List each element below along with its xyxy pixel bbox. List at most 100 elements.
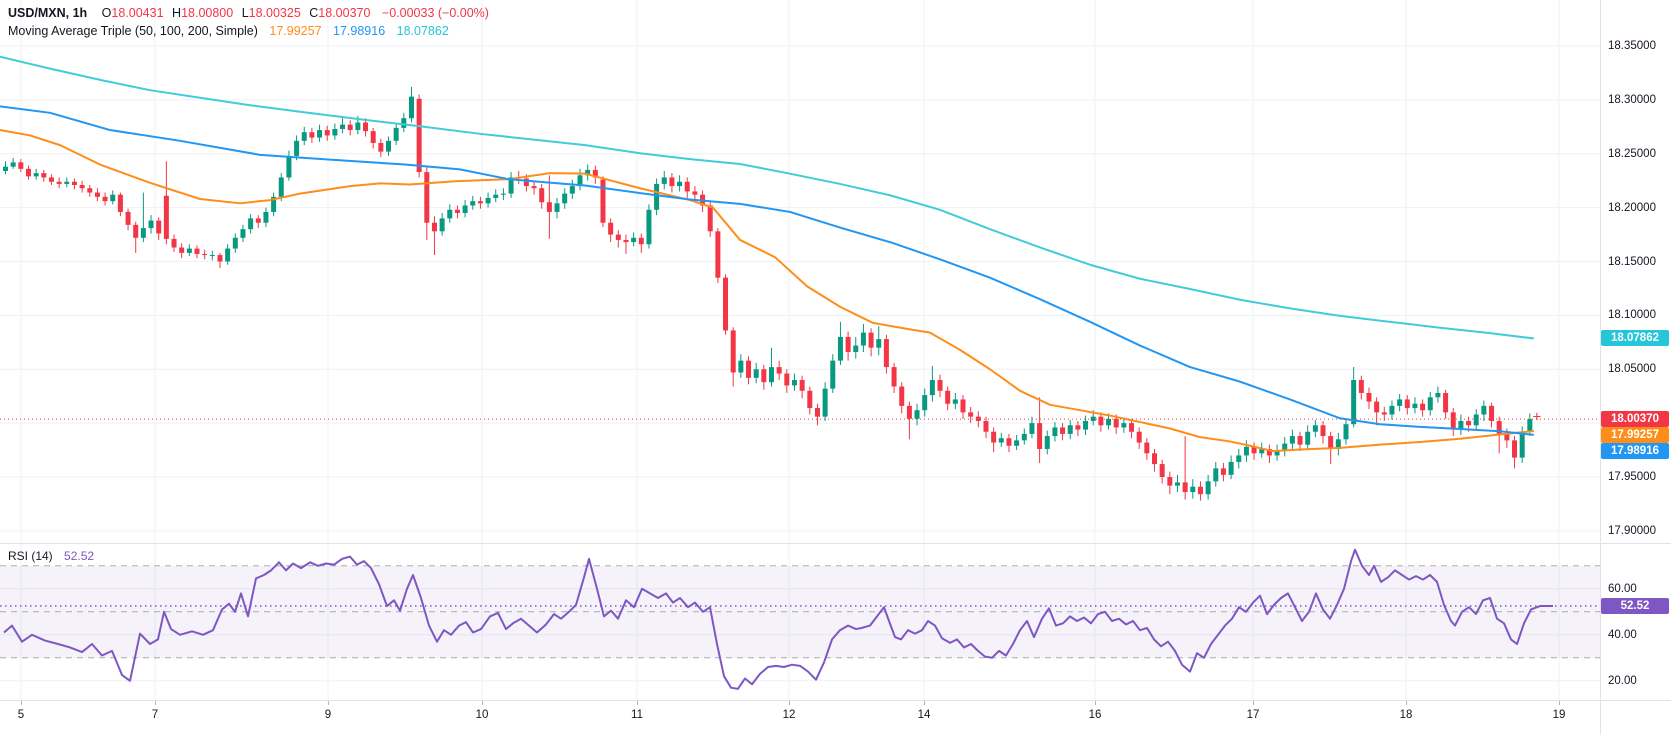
candle-body [1243,446,1249,456]
candle [1251,442,1257,460]
candle-body [723,277,729,331]
candle [370,127,376,149]
candle [1351,367,1357,428]
time-axis-tick [328,701,329,705]
candle-body [301,132,307,141]
candle [225,244,231,265]
candle-body [554,203,560,212]
symbol-legend[interactable]: USD/MXN, 1h O18.00431 H18.00800 L18.0032… [8,6,489,20]
candle-body [309,132,315,138]
candle-body [10,162,16,167]
candle-body [1251,446,1257,454]
time-axis-label: 17 [1246,709,1260,721]
price-axis-label: 18.05000 [1608,363,1656,376]
candle-body [569,186,575,194]
candle [1121,417,1127,433]
candle [447,204,453,223]
rsi-value-badge: 52.52 [1601,598,1669,614]
candle [883,334,889,374]
candle-body [615,234,621,240]
candle [1274,444,1280,461]
candle-body [25,168,31,177]
time-axis-tick [482,701,483,705]
rsi-pane[interactable] [0,543,1671,700]
candle-body [692,191,698,195]
candle-body [577,175,583,187]
candle [769,347,774,387]
candle-body [508,177,514,194]
candle [171,234,177,252]
candle [240,224,246,243]
candle-body [1450,412,1456,430]
candle [56,177,62,189]
candle [952,392,958,410]
candle [209,250,215,261]
candle-body [1512,440,1518,458]
candle-body [1374,401,1380,413]
candle [807,386,813,415]
candle [1366,387,1372,410]
candle-body [87,188,93,193]
candle [860,323,866,353]
candle-body [608,222,614,235]
pane-separator[interactable] [0,543,1671,544]
candle-body [1052,427,1058,437]
candle [1144,438,1150,460]
candle-body [286,155,292,178]
change-value: −0.00033 (−0.00%) [381,6,489,20]
candle [1259,442,1265,458]
ohlc-open-value: 18.00431 [111,6,164,20]
price-axis-label: 17.95000 [1608,471,1656,483]
candle [148,215,154,234]
candle [1075,420,1081,437]
time-axis-tick [155,701,156,705]
candle-body [194,248,200,254]
candle-body [562,193,568,204]
rsi-legend[interactable]: RSI (14) 52.52 [8,549,94,563]
ma200-price-badge: 18.07862 [1601,330,1669,347]
candle-body [753,369,759,378]
candle-body [347,124,353,131]
candle-body [248,218,254,230]
candle [922,388,928,417]
candle-body [1366,392,1372,402]
candle-body [738,360,744,373]
candle [608,218,614,243]
price-pane[interactable] [0,0,1671,543]
candle [1243,440,1249,462]
candle-body [1037,423,1043,449]
candle-body [814,408,820,417]
candle [278,173,284,202]
ma-triple-legend[interactable]: Moving Average Triple (50, 100, 200, Sim… [8,24,449,38]
candle [929,366,935,402]
candle [661,170,667,190]
candle-body [179,247,185,253]
candle-body [1014,440,1020,446]
candle-body [56,181,62,184]
candle [416,94,422,178]
candle [1228,455,1234,480]
candle [94,188,100,202]
ma200-value: 18.07862 [396,24,449,38]
candle [1343,418,1349,445]
candle [363,118,369,137]
candle [508,172,514,198]
candle [1167,471,1173,495]
candle-body [401,118,407,128]
candle [554,197,560,219]
candle [1205,474,1211,500]
candle-body [1236,455,1242,462]
ohlc-high-value: 18.00800 [181,6,234,20]
candle [71,178,77,190]
candle [868,328,874,357]
candle [837,321,843,365]
ma100-value: 17.98916 [333,24,386,38]
time-axis-label: 5 [17,709,25,721]
candle [248,214,254,234]
candle-body [776,367,782,374]
candle [1312,419,1318,438]
candle [3,161,8,175]
candle [1021,428,1027,445]
candle [263,207,269,228]
